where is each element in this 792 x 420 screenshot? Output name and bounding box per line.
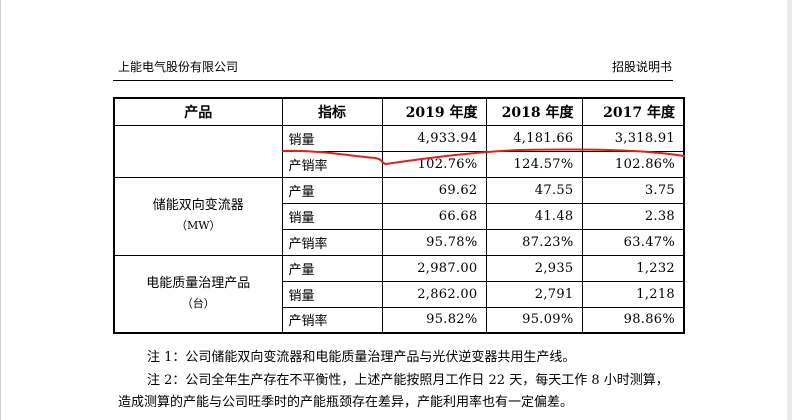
table-row: 销量 4,933.94 4,181.66 3,318.91 — [113, 124, 685, 178]
footnote-2-continued: 造成测算的产能与公司旺季时的产能瓶颈存在差异，产能利用率也有一定偏差。 — [118, 395, 574, 410]
header-2019: 2019 年度 — [381, 97, 487, 126]
table-row: 电能质量治理产品 （台） 产量 2,987.00 2,935 1,232 — [113, 254, 685, 334]
header-rule — [113, 80, 673, 81]
indicator-cell: 销量 — [281, 124, 383, 152]
table-row: 销量 2,862.00 2,791 1,218 — [114, 280, 685, 308]
product-cell-storage-converter: 储能双向变流器 （MW） — [113, 176, 283, 256]
value-2019: 66.68 — [381, 202, 487, 230]
value-2018: 87.23% — [485, 228, 583, 256]
indicator-cell: 产销率 — [281, 306, 383, 334]
value-2017: 3.75 — [581, 176, 685, 204]
value-2018: 41.48 — [485, 202, 583, 230]
product-cell-power-quality: 电能质量治理产品 （台） — [113, 254, 283, 334]
table-row: 销量 66.68 41.48 2.38 — [114, 202, 685, 230]
value-2017: 1,232 — [581, 254, 685, 282]
value-2018: 4,181.66 — [485, 124, 583, 152]
table-row: 产销率 95.82% 95.09% 98.86% — [114, 306, 685, 334]
product-unit: （MW） — [175, 219, 221, 232]
table-header-row: 产品 指标 2019 年度 2018 年度 2017 年度 — [113, 97, 685, 126]
table-row: 产销率 95.78% 87.23% 63.47% — [114, 228, 685, 256]
footnote-1: 注 1：公司储能双向变流器和电能质量治理产品与光伏逆变器共用生产线。 — [147, 350, 576, 365]
header-company-name: 上能电气股份有限公司 — [118, 60, 239, 74]
indicator-cell: 销量 — [281, 280, 383, 308]
value-2018: 95.09% — [485, 306, 583, 334]
value-2019: 95.82% — [381, 306, 487, 334]
header-product: 产品 — [113, 97, 283, 126]
header-2018: 2018 年度 — [485, 97, 583, 126]
value-2017: 63.47% — [581, 228, 685, 256]
value-2018: 47.55 — [485, 176, 583, 204]
value-2019: 102.76% — [381, 150, 487, 178]
indicator-cell: 产量 — [281, 176, 383, 204]
header-document-title: 招股说明书 — [611, 60, 672, 74]
value-2017: 2.38 — [581, 202, 685, 230]
table-row: 储能双向变流器 （MW） 产量 69.62 47.55 3.75 — [113, 176, 685, 256]
value-2017: 102.86% — [581, 150, 685, 178]
value-2018: 124.57% — [485, 150, 583, 178]
value-2019: 69.62 — [381, 176, 487, 204]
value-2018: 2,791 — [485, 280, 583, 308]
value-2019: 95.78% — [381, 228, 487, 256]
value-2019: 2,862.00 — [381, 280, 487, 308]
value-2017: 1,218 — [581, 280, 685, 308]
value-2019: 2,987.00 — [381, 254, 487, 282]
header-2017: 2017 年度 — [581, 97, 685, 126]
indicator-cell: 产销率 — [281, 228, 383, 256]
value-2018: 2,935 — [485, 254, 583, 282]
product-name: 储能双向变流器 — [152, 198, 244, 213]
product-unit: （台） — [181, 296, 215, 310]
value-2019: 4,933.94 — [381, 124, 487, 152]
product-cell-pv — [113, 124, 283, 178]
indicator-cell: 产销率 — [281, 150, 383, 178]
indicator-cell: 产量 — [281, 254, 383, 282]
indicator-cell: 销量 — [281, 202, 383, 230]
production-sales-table: 产品 指标 2019 年度 2018 年度 2017 年度 销量 4,933.9… — [113, 97, 685, 334]
value-2017: 98.86% — [581, 306, 685, 334]
product-name: 电能质量治理产品 — [146, 275, 251, 291]
footnote-2: 注 2：公司全年生产存在不平衡性，上述产能按照月工作日 22 天，每天工作 8 … — [147, 373, 669, 388]
header-indicator: 指标 — [281, 97, 383, 126]
page-left-border — [0, 0, 1, 420]
value-2017: 3,318.91 — [581, 124, 685, 152]
page-right-edge — [787, 0, 792, 420]
